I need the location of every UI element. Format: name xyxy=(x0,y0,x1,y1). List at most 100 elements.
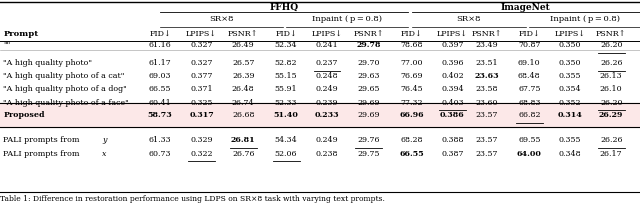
Text: SR×8: SR×8 xyxy=(456,15,481,23)
Text: 0.402: 0.402 xyxy=(441,72,464,80)
Text: 0.329: 0.329 xyxy=(190,136,213,144)
Text: PALI prompts from: PALI prompts from xyxy=(3,136,81,144)
Text: LPIPS↓: LPIPS↓ xyxy=(555,30,586,38)
Text: 60.41: 60.41 xyxy=(148,99,172,107)
Text: 23.51: 23.51 xyxy=(475,59,498,67)
Text: 77.00: 77.00 xyxy=(400,59,423,67)
Text: 76.69: 76.69 xyxy=(400,72,423,80)
Text: 23.63: 23.63 xyxy=(474,72,499,80)
Text: 58.73: 58.73 xyxy=(148,111,172,119)
Text: 29.78: 29.78 xyxy=(356,41,381,49)
Text: 0.327: 0.327 xyxy=(190,41,213,49)
Text: 0.237: 0.237 xyxy=(316,59,339,67)
Text: 64.00: 64.00 xyxy=(517,150,541,158)
Text: 0.403: 0.403 xyxy=(441,99,464,107)
Text: Inpaint ( p = 0.8): Inpaint ( p = 0.8) xyxy=(550,15,620,23)
Text: 26.57: 26.57 xyxy=(232,59,255,67)
Text: 0.355: 0.355 xyxy=(559,136,582,144)
Text: LPIPS↓: LPIPS↓ xyxy=(312,30,342,38)
Text: 0.327: 0.327 xyxy=(190,59,213,67)
Text: ImageNet: ImageNet xyxy=(501,3,550,12)
Text: FID↓: FID↓ xyxy=(401,30,422,38)
Text: FID↓: FID↓ xyxy=(518,30,540,38)
Text: 0.348: 0.348 xyxy=(559,150,582,158)
Text: 0.317: 0.317 xyxy=(189,111,214,119)
Text: 23.58: 23.58 xyxy=(475,85,498,93)
Text: 0.241: 0.241 xyxy=(316,41,339,49)
Text: 26.26: 26.26 xyxy=(600,136,623,144)
Text: 23.57: 23.57 xyxy=(475,111,498,119)
Text: 29.65: 29.65 xyxy=(357,85,380,93)
Bar xyxy=(0,103,640,127)
Text: 61.16: 61.16 xyxy=(148,41,172,49)
Text: 0.314: 0.314 xyxy=(558,111,582,119)
Text: 70.87: 70.87 xyxy=(518,41,541,49)
Text: PSNR↑: PSNR↑ xyxy=(596,30,627,38)
Text: 0.387: 0.387 xyxy=(441,150,464,158)
Text: 23.57: 23.57 xyxy=(475,136,498,144)
Text: 26.10: 26.10 xyxy=(600,85,623,93)
Text: 67.75: 67.75 xyxy=(518,85,541,93)
Text: 29.76: 29.76 xyxy=(357,136,380,144)
Text: 0.350: 0.350 xyxy=(559,59,582,67)
Text: 29.63: 29.63 xyxy=(357,72,380,80)
Text: Proposed: Proposed xyxy=(3,111,45,119)
Text: 29.69: 29.69 xyxy=(357,111,380,119)
Text: FID↓: FID↓ xyxy=(275,30,297,38)
Text: 68.83: 68.83 xyxy=(518,99,541,107)
Text: 26.81: 26.81 xyxy=(231,136,255,144)
Text: 0.239: 0.239 xyxy=(316,99,339,107)
Text: Inpaint ( p = 0.8): Inpaint ( p = 0.8) xyxy=(312,15,382,23)
Text: 69.10: 69.10 xyxy=(518,59,541,67)
Text: 77.32: 77.32 xyxy=(400,99,423,107)
Text: LPIPS↓: LPIPS↓ xyxy=(186,30,217,38)
Text: 29.69: 29.69 xyxy=(357,99,380,107)
Text: 26.74: 26.74 xyxy=(232,99,255,107)
Text: 66.82: 66.82 xyxy=(518,111,541,119)
Text: 76.45: 76.45 xyxy=(400,85,423,93)
Text: 68.28: 68.28 xyxy=(400,136,423,144)
Text: 0.388: 0.388 xyxy=(441,136,464,144)
Text: "A high quality photo of a dog": "A high quality photo of a dog" xyxy=(3,85,127,93)
Text: PSNR↑: PSNR↑ xyxy=(353,30,384,38)
Text: 55.91: 55.91 xyxy=(275,85,298,93)
Text: 26.39: 26.39 xyxy=(232,72,255,80)
Text: 61.17: 61.17 xyxy=(148,59,172,67)
Text: 26.20: 26.20 xyxy=(600,41,623,49)
Text: 0.249: 0.249 xyxy=(316,85,339,93)
Text: 0.248: 0.248 xyxy=(316,72,339,80)
Text: 61.33: 61.33 xyxy=(148,136,172,144)
Text: 0.352: 0.352 xyxy=(559,99,582,107)
Text: 69.03: 69.03 xyxy=(148,72,172,80)
Text: 23.57: 23.57 xyxy=(475,150,498,158)
Text: 26.48: 26.48 xyxy=(232,85,255,93)
Text: 0.325: 0.325 xyxy=(190,99,213,107)
Text: 23.60: 23.60 xyxy=(475,99,498,107)
Text: 0.396: 0.396 xyxy=(441,59,464,67)
Text: 0.355: 0.355 xyxy=(559,72,582,80)
Text: y: y xyxy=(102,136,107,144)
Text: x: x xyxy=(102,150,107,158)
Text: 66.55: 66.55 xyxy=(399,150,424,158)
Text: 29.75: 29.75 xyxy=(357,150,380,158)
Text: SR×8: SR×8 xyxy=(209,15,234,23)
Text: 0.397: 0.397 xyxy=(441,41,464,49)
Text: "A high quality photo of a face": "A high quality photo of a face" xyxy=(3,99,129,107)
Text: 26.29: 26.29 xyxy=(599,111,623,119)
Text: "A high quality photo": "A high quality photo" xyxy=(3,59,92,67)
Text: 26.49: 26.49 xyxy=(232,41,255,49)
Text: 26.76: 26.76 xyxy=(232,150,255,158)
Text: PSNR↑: PSNR↑ xyxy=(228,30,259,38)
Text: 0.394: 0.394 xyxy=(441,85,464,93)
Text: 26.13: 26.13 xyxy=(600,72,623,80)
Text: 23.49: 23.49 xyxy=(475,41,498,49)
Text: "A high quality photo of a cat": "A high quality photo of a cat" xyxy=(3,72,125,80)
Text: FID↓: FID↓ xyxy=(149,30,171,38)
Text: Prompt: Prompt xyxy=(3,30,38,38)
Text: 52.33: 52.33 xyxy=(275,99,298,107)
Text: "": "" xyxy=(3,41,10,49)
Text: 0.249: 0.249 xyxy=(316,136,339,144)
Text: 60.73: 60.73 xyxy=(148,150,172,158)
Text: 26.20: 26.20 xyxy=(600,99,623,107)
Text: 69.55: 69.55 xyxy=(518,136,541,144)
